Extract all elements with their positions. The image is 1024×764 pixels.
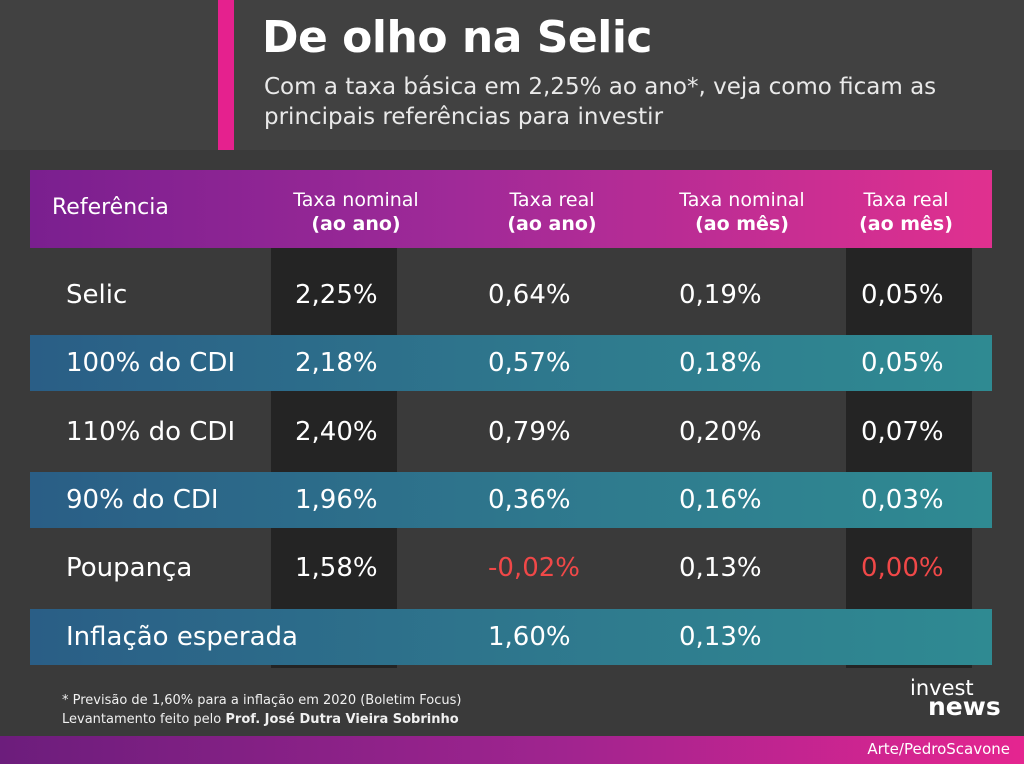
header-sublabel: (ao ano) — [311, 213, 401, 235]
header-sublabel: (ao mês) — [859, 213, 953, 235]
header-label: Taxa real — [863, 189, 949, 211]
cell-real-ano: 0,36% — [488, 485, 571, 515]
bottom-bar: Arte/PedroScavone — [0, 736, 1024, 764]
header-nominal-mes: Taxa nominal (ao mês) — [652, 188, 832, 236]
cell-real-ano: 0,57% — [488, 348, 571, 378]
cell-nominal-mes: 0,18% — [679, 348, 762, 378]
footnote-source: Levantamento feito pelo Prof. José Dutra… — [62, 712, 459, 727]
cell-real-ano: 0,79% — [488, 417, 571, 447]
table-row: 90% do CDI 1,96% 0,36% 0,16% 0,03% — [30, 472, 992, 528]
cell-nominal-ano: 2,18% — [295, 348, 378, 378]
cell-real-mes: 0,03% — [861, 485, 944, 515]
cell-referencia: Inflação esperada — [66, 622, 298, 652]
footnote-forecast: * Previsão de 1,60% para a inflação em 2… — [62, 693, 462, 708]
cell-nominal-mes: 0,16% — [679, 485, 762, 515]
header-sublabel: (ao mês) — [695, 213, 789, 235]
cell-real-mes: 0,00% — [861, 553, 944, 583]
accent-bar — [218, 0, 234, 150]
header-real-mes: Taxa real (ao mês) — [816, 188, 996, 236]
logo-word-news: news — [928, 692, 1001, 721]
cell-real-ano: 0,64% — [488, 280, 571, 310]
art-credit: Arte/PedroScavone — [867, 740, 1010, 758]
cell-referencia: 110% do CDI — [66, 417, 236, 447]
cell-referencia: Poupança — [66, 553, 193, 583]
table-header: Referência Taxa nominal (ao ano) Taxa re… — [30, 170, 992, 248]
header-label: Taxa nominal — [679, 189, 805, 211]
cell-nominal-ano: 2,25% — [295, 280, 378, 310]
table-row: 110% do CDI 2,40% 0,79% 0,20% 0,07% — [30, 404, 992, 460]
cell-nominal-ano: 2,40% — [295, 417, 378, 447]
cell-referencia: 90% do CDI — [66, 485, 219, 515]
header-real-ano: Taxa real (ao ano) — [462, 188, 642, 236]
footnote-source-prefix: Levantamento feito pelo — [62, 712, 226, 727]
cell-nominal-mes: 0,20% — [679, 417, 762, 447]
table-row: Inflação esperada 1,60% 0,13% — [30, 609, 992, 665]
cell-nominal-ano: 1,96% — [295, 485, 378, 515]
cell-nominal-ano: 1,58% — [295, 553, 378, 583]
cell-real-mes: 0,05% — [861, 348, 944, 378]
column-shade-nominal-ano — [271, 248, 397, 668]
cell-nominal-mes: 0,13% — [679, 553, 762, 583]
table-row: Selic 2,25% 0,64% 0,19% 0,05% — [30, 267, 992, 323]
page-subtitle: Com a taxa básica em 2,25% ao ano*, veja… — [264, 74, 937, 130]
header-label: Taxa nominal — [293, 189, 419, 211]
header-sublabel: (ao ano) — [507, 213, 597, 235]
table-row: 100% do CDI 2,18% 0,57% 0,18% 0,05% — [30, 335, 992, 391]
header-label: Taxa real — [509, 189, 595, 211]
cell-real-mes: 0,07% — [861, 417, 944, 447]
cell-referencia: 100% do CDI — [66, 348, 236, 378]
investnews-logo: invest news — [910, 677, 1006, 721]
header-referencia: Referência — [52, 195, 169, 220]
header-nominal-ano: Taxa nominal (ao ano) — [266, 188, 446, 236]
logo-word-invest: invest — [910, 676, 974, 700]
footnote-author: Prof. José Dutra Vieira Sobrinho — [225, 712, 459, 727]
cell-nominal-mes: 0,19% — [679, 280, 762, 310]
cell-real-ano: -0,02% — [488, 553, 580, 583]
table-row: Poupança 1,58% -0,02% 0,13% 0,00% — [30, 540, 992, 596]
column-shade-real-mes — [846, 248, 972, 668]
header-band — [0, 0, 1024, 150]
cell-nominal-mes: 0,13% — [679, 622, 762, 652]
page-title: De olho na Selic — [262, 12, 652, 63]
cell-real-ano: 1,60% — [488, 622, 571, 652]
cell-real-mes: 0,05% — [861, 280, 944, 310]
cell-referencia: Selic — [66, 280, 128, 310]
